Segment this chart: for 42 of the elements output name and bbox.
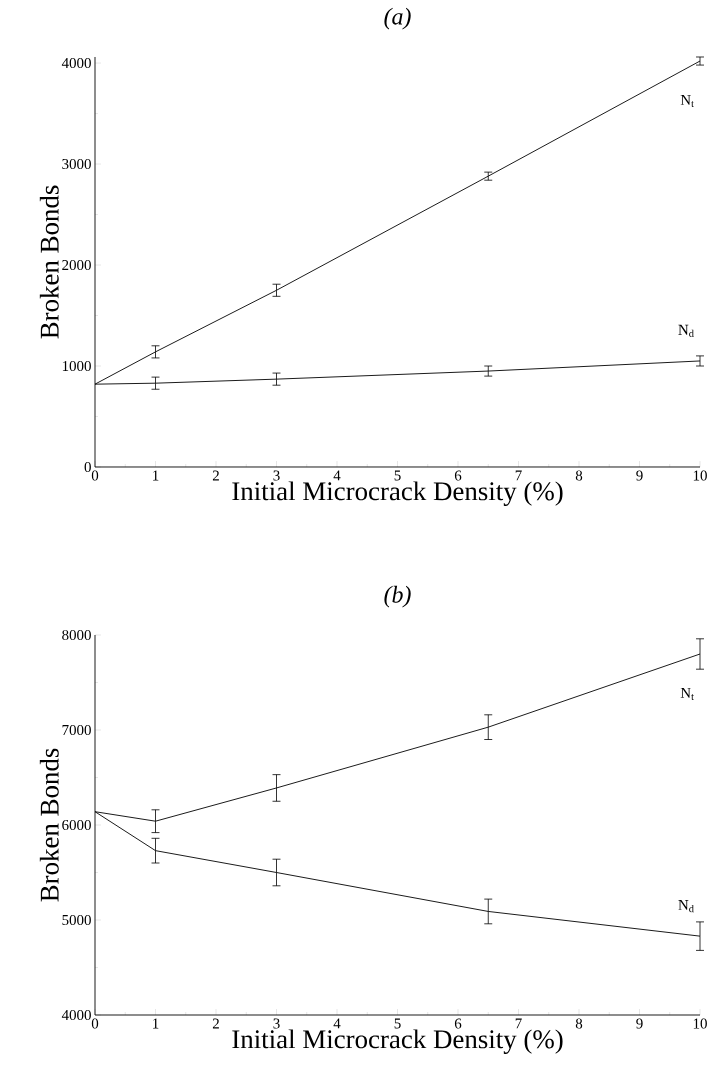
x-tick-label: 0 bbox=[91, 1018, 99, 1029]
y-tick-label: 2000 bbox=[62, 259, 91, 271]
y-tick-label: 3000 bbox=[62, 158, 91, 170]
chart-title: (a) bbox=[384, 7, 411, 30]
y-tick-label: 0 bbox=[84, 461, 91, 473]
x-tick-label: 5 bbox=[394, 1018, 401, 1029]
y-tick-label: 6000 bbox=[62, 819, 91, 831]
y-tick-label: 4000 bbox=[61, 58, 91, 69]
x-axis-title: Initial Microcrack Density (%) bbox=[232, 1029, 563, 1054]
x-axis-title: Initial Microcrack Density (%) bbox=[232, 481, 563, 506]
x-tick-label: 10 bbox=[693, 470, 707, 481]
y-axis-title: Broken Bonds bbox=[39, 185, 59, 339]
x-tick-label: 10 bbox=[693, 1018, 707, 1029]
x-tick-label: 5 bbox=[394, 470, 401, 481]
x-tick-label: 8 bbox=[575, 470, 583, 481]
series-label: N$_{t}$ bbox=[680, 687, 694, 701]
x-tick-label: 0 bbox=[91, 470, 99, 481]
x-tick-label: 4 bbox=[333, 1018, 341, 1029]
series-label: N$_{d}$ bbox=[678, 324, 694, 338]
x-tick-label: 6 bbox=[454, 470, 462, 481]
x-tick-label: 8 bbox=[575, 1018, 583, 1029]
y-tick-label: 1000 bbox=[62, 360, 91, 372]
x-tick-label: 3 bbox=[273, 470, 280, 481]
x-tick-label: 3 bbox=[273, 1018, 280, 1029]
x-tick-label: 4 bbox=[333, 470, 341, 481]
x-tick-label: 6 bbox=[454, 1018, 462, 1029]
y-tick-label: 8000 bbox=[62, 629, 91, 641]
chart-title: (b) bbox=[384, 585, 411, 608]
x-tick-label: 9 bbox=[636, 470, 643, 481]
x-tick-label: 1 bbox=[153, 1018, 159, 1029]
x-tick-label: 7 bbox=[515, 470, 522, 481]
y-tick-label: 5000 bbox=[62, 914, 91, 926]
x-tick-label: 7 bbox=[515, 1018, 522, 1029]
series-label: N$_{t}$ bbox=[680, 95, 694, 108]
y-axis-title: Broken Bonds bbox=[39, 748, 59, 902]
x-tick-label: 1 bbox=[153, 470, 159, 481]
y-tick-label: 7000 bbox=[62, 724, 91, 736]
series-label: N$_{d}$ bbox=[678, 900, 694, 913]
x-tick-label: 9 bbox=[636, 1018, 643, 1029]
y-tick-label: 4000 bbox=[61, 1009, 91, 1021]
x-tick-label: 2 bbox=[212, 1018, 219, 1029]
x-tick-label: 2 bbox=[212, 470, 219, 481]
